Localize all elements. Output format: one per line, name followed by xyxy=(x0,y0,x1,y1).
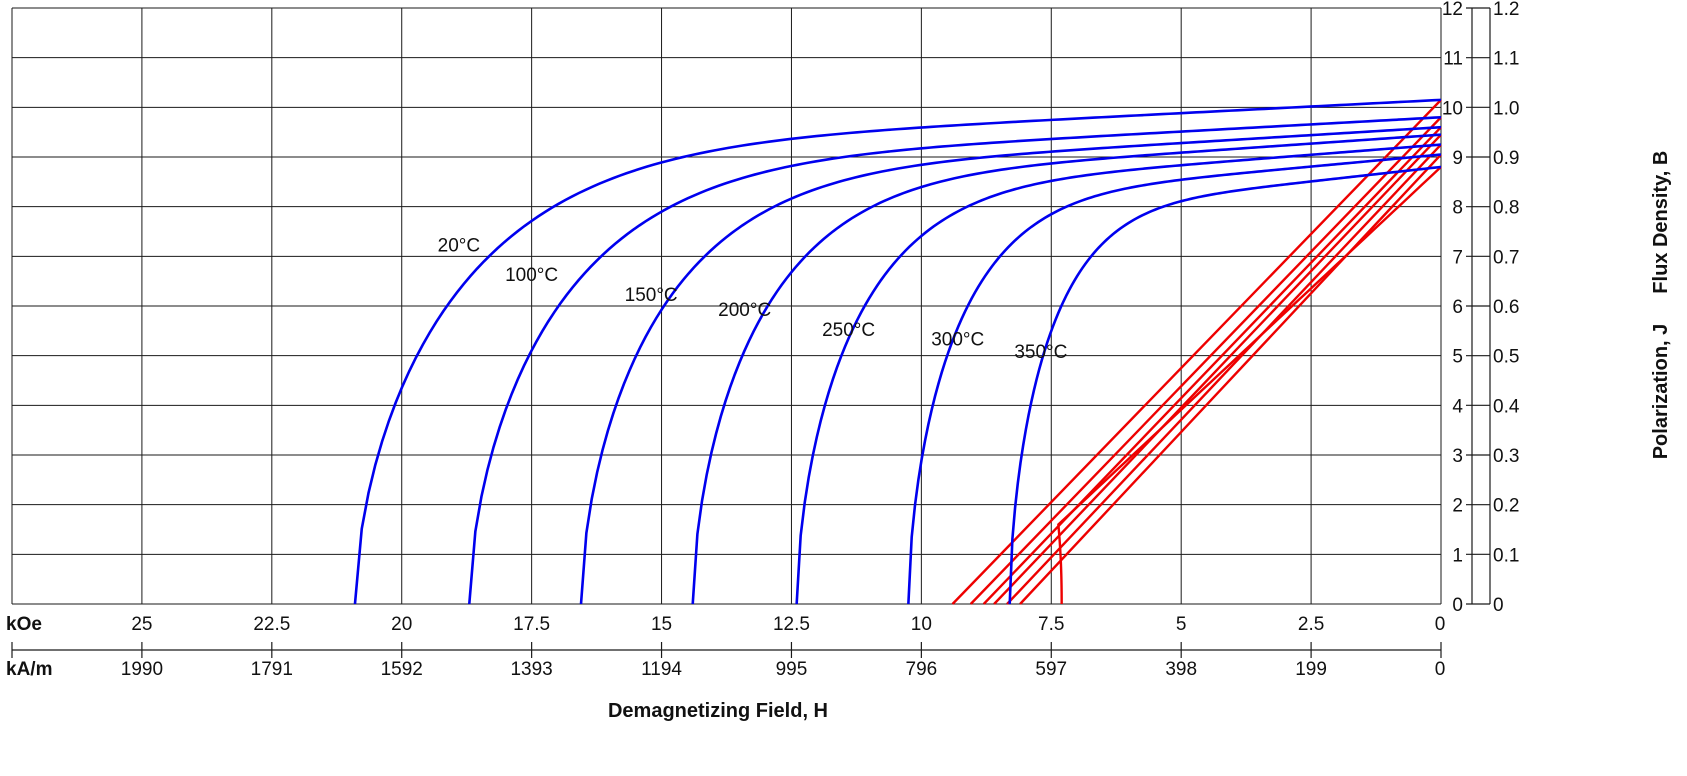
flux-density-curve xyxy=(1057,166,1442,605)
y-tick-label-kg: 8 xyxy=(1452,198,1463,219)
curve-temperature-label: 350°C xyxy=(1014,342,1067,363)
y-tick-label-t: 1.1 xyxy=(1493,49,1519,70)
y-tick-label-t: 0.4 xyxy=(1493,396,1520,417)
x-tick-label-koe: 0 xyxy=(1435,614,1446,635)
y-tick-label-kg: 2 xyxy=(1452,496,1463,517)
y-tick-label-kg: 0 xyxy=(1452,595,1463,616)
axes: 25199022.5179120159217.5139315119412.599… xyxy=(11,0,1520,680)
flux-density-curve xyxy=(1019,153,1442,605)
y-tick-label-t: 0.3 xyxy=(1493,446,1519,467)
y-tick-label-kg: 7 xyxy=(1452,247,1463,268)
curve-temperature-label: 300°C xyxy=(931,330,984,351)
y-tick-label-kg: 4 xyxy=(1452,396,1463,417)
y-tick-label-kg: 10 xyxy=(1442,98,1463,119)
x-tick-label-kam: 597 xyxy=(1035,659,1067,680)
x-tick-label-koe: 20 xyxy=(391,614,412,635)
x-tick-label-koe: 15 xyxy=(651,614,672,635)
flux-density-curve xyxy=(969,116,1442,605)
polarization-curves xyxy=(353,98,1442,605)
x-tick-label-kam: 0 xyxy=(1435,659,1446,680)
flux-density-curve xyxy=(1006,143,1442,605)
x-tick-label-kam: 1592 xyxy=(381,659,423,680)
polarization-curve xyxy=(907,153,1442,605)
y-tick-label-t: 0.5 xyxy=(1493,347,1519,368)
x-tick-label-koe: 17.5 xyxy=(513,614,550,635)
polarization-curve xyxy=(691,133,1442,605)
curve-labels: 20°C 100°C 150°C 200°C 250°C 300°C 350°C xyxy=(438,235,1068,363)
y-tick-label-kg: 5 xyxy=(1452,347,1463,368)
y-tick-label-kg: 12 xyxy=(1442,0,1463,20)
y-axis-title: Polarization, J Flux Density, B xyxy=(1650,151,1672,460)
polarization-curve xyxy=(1008,165,1442,605)
x-tick-label-koe: 25 xyxy=(131,614,152,635)
plot-grid xyxy=(11,7,1442,605)
flux-density-curves xyxy=(951,99,1442,605)
y-tick-label-t: 0.8 xyxy=(1493,198,1519,219)
y-tick-label-t: 0.6 xyxy=(1493,297,1519,318)
x-tick-label-koe: 12.5 xyxy=(773,614,810,635)
x-unit-koe-label: kOe xyxy=(6,614,42,635)
x-tick-label-koe: 2.5 xyxy=(1298,614,1324,635)
x-tick-label-koe: 7.5 xyxy=(1038,614,1064,635)
x-tick-label-kam: 995 xyxy=(776,659,808,680)
x-tick-label-koe: 10 xyxy=(911,614,932,635)
polarization-curve xyxy=(353,98,1442,605)
x-tick-label-kam: 199 xyxy=(1295,659,1327,680)
polarization-curve xyxy=(795,143,1442,605)
flux-density-curve xyxy=(993,133,1442,605)
x-tick-label-kam: 1990 xyxy=(121,659,163,680)
x-tick-label-koe: 22.5 xyxy=(253,614,290,635)
y-tick-label-t: 0 xyxy=(1493,595,1504,616)
y-tick-label-t: 0.9 xyxy=(1493,148,1519,169)
flux-density-curve xyxy=(982,126,1442,605)
flux-density-curve xyxy=(951,99,1442,605)
y-tick-label-t: 1.2 xyxy=(1493,0,1519,20)
curve-temperature-label: 20°C xyxy=(438,235,480,256)
y-axis-title-polarization: Polarization, J xyxy=(1650,324,1672,460)
y-tick-label-t: 0.2 xyxy=(1493,496,1519,517)
y-axis-title-flux-density: Flux Density, B xyxy=(1650,151,1672,294)
polarization-curve xyxy=(467,115,1442,605)
x-tick-label-kam: 796 xyxy=(906,659,938,680)
y-tick-label-kg: 9 xyxy=(1452,148,1463,169)
x-axis-title: Demagnetizing Field, H xyxy=(608,700,828,722)
y-tick-label-kg: 6 xyxy=(1452,297,1463,318)
x-tick-label-kam: 1194 xyxy=(641,659,682,680)
y-tick-label-t: 1.0 xyxy=(1493,98,1519,119)
curve-temperature-label: 100°C xyxy=(505,265,558,286)
curve-temperature-label: 200°C xyxy=(718,300,771,321)
x-tick-label-kam: 1393 xyxy=(510,659,552,680)
polarization-curve xyxy=(579,125,1442,605)
y-tick-label-kg: 11 xyxy=(1443,49,1463,70)
y-tick-label-kg: 1 xyxy=(1452,545,1463,566)
x-unit-kam-label: kA/m xyxy=(6,659,52,680)
y-tick-label-t: 0.7 xyxy=(1493,247,1519,268)
y-tick-label-t: 0.1 xyxy=(1493,545,1519,566)
x-tick-label-koe: 5 xyxy=(1176,614,1187,635)
curve-temperature-label: 150°C xyxy=(625,285,678,306)
y-tick-label-kg: 3 xyxy=(1452,446,1463,467)
curve-temperature-label: 250°C xyxy=(822,320,875,341)
x-tick-label-kam: 1791 xyxy=(251,659,293,680)
x-tick-label-kam: 398 xyxy=(1165,659,1197,680)
